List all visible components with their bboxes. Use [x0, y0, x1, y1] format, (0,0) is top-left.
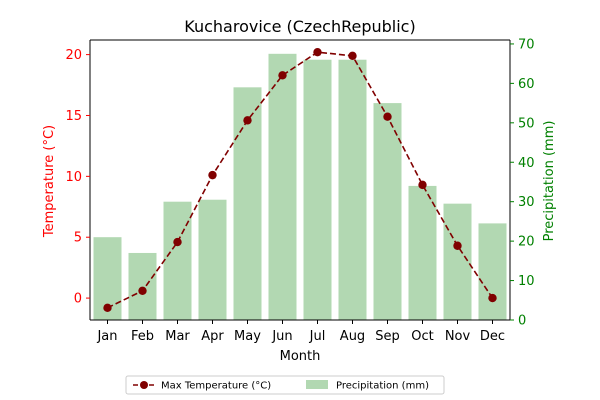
legend-bar-swatch	[306, 380, 328, 389]
y-right-tick-label: 20	[518, 235, 535, 250]
temperature-point-dec	[488, 293, 497, 303]
x-tick-label: Jan	[96, 329, 117, 344]
x-tick-label: Apr	[201, 329, 224, 344]
temperature-series-line	[107, 51, 494, 309]
legend-marker-swatch	[140, 381, 148, 389]
temperature-point-oct	[418, 180, 427, 190]
x-tick-label: Feb	[131, 329, 154, 344]
x-tick-label: Jun	[271, 329, 292, 344]
y-right-tick-label: 60	[518, 77, 535, 92]
temperature-point-feb	[138, 286, 147, 295]
y-right-tick-label: 10	[518, 274, 535, 289]
precipitation-bar-oct	[408, 185, 437, 320]
precipitation-bar-sep	[373, 103, 402, 320]
temperature-point-jul	[313, 47, 322, 57]
y-right-tick-label: 40	[518, 156, 535, 171]
x-tick-label: May	[234, 329, 261, 344]
y-axis-right-label: Precipitation (mm)	[542, 121, 557, 242]
chart-title: Kucharovice (CzechRepublic)	[184, 17, 415, 36]
y-right-tick-label: 50	[518, 116, 535, 131]
precipitation-bars	[93, 53, 507, 320]
legend-frame	[125, 375, 445, 395]
temperature-line	[103, 47, 497, 313]
axes: Jan Feb Mar Apr May Jun Jul Aug Sep Oct Nov Dec 0 5 10…	[65, 37, 534, 344]
y-right-tick-label: 0	[518, 314, 526, 329]
legend-line-label: Max Temperature (°C)	[161, 381, 271, 392]
temperature-point-nov	[453, 241, 462, 250]
temperature-point-may	[243, 116, 252, 125]
x-tick-label: Aug	[340, 329, 365, 344]
precipitation-bar-mar	[163, 201, 192, 320]
temperature-point-aug	[348, 51, 357, 61]
x-tick-label: Oct	[411, 329, 433, 344]
precipitation-bar-jun	[268, 53, 297, 320]
precipitation-bar-feb	[128, 252, 157, 320]
x-axis-label: Month	[280, 349, 321, 364]
y-left-tick-label: 0	[74, 292, 82, 307]
x-tick-label: Jul	[309, 329, 326, 344]
y-left-tick-label: 5	[74, 231, 82, 246]
x-tick-label: Dec	[480, 329, 505, 344]
temperature-point-sep	[383, 112, 392, 121]
y-right-tick-label: 70	[518, 37, 535, 52]
precipitation-bar-jul	[303, 59, 332, 320]
precipitation-bar-nov	[443, 203, 472, 320]
temperature-point-jan	[103, 303, 112, 313]
legend: Max Temperature (°C) Precipitation (mm)	[125, 375, 445, 395]
temperature-point-jun	[278, 71, 287, 80]
precipitation-bar-apr	[198, 199, 227, 320]
y-axis-left-label: Temperature (°C)	[42, 125, 57, 238]
precipitation-bar-aug	[338, 59, 367, 320]
y-right-tick-label: 30	[518, 195, 535, 210]
legend-bar-label: Precipitation (mm)	[336, 381, 429, 392]
x-tick-label: Mar	[165, 329, 190, 344]
temperature-point-mar	[173, 237, 182, 247]
y-left-tick-label: 20	[65, 48, 82, 63]
x-tick-label: Nov	[445, 329, 471, 344]
precipitation-bar-may	[233, 87, 262, 320]
y-left-tick-label: 10	[65, 170, 82, 185]
temperature-point-apr	[208, 170, 217, 180]
x-tick-label: Sep	[375, 329, 400, 344]
y-left-tick-label: 15	[65, 109, 82, 124]
precipitation-bar-dec	[478, 223, 507, 320]
